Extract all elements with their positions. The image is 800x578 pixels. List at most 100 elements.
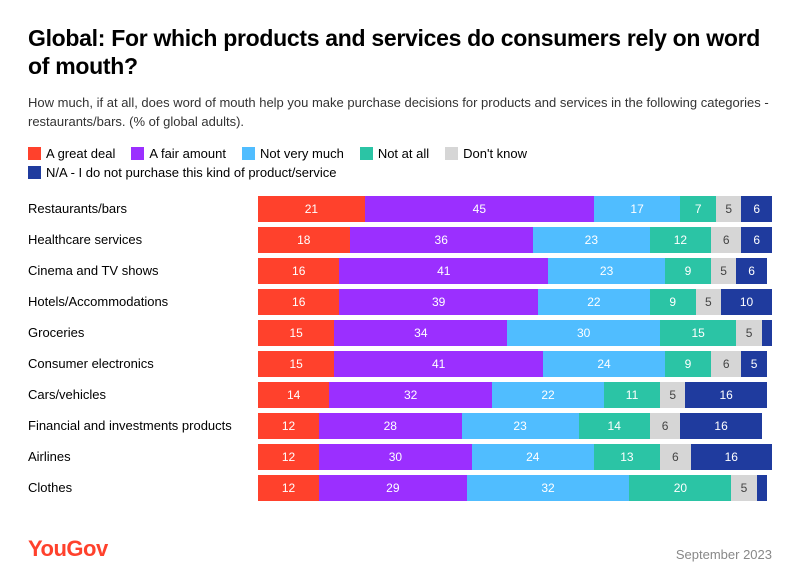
bar-segment: 16 [258,289,339,315]
bar-segment: 5 [696,289,721,315]
legend-swatch [445,147,458,160]
bar-segment: 12 [258,413,319,439]
bar-segment: 17 [594,196,681,222]
bar-track: 153430155 [258,320,772,346]
bar-segment: 22 [492,382,604,408]
bar-segment: 15 [660,320,736,346]
bar-segment: 6 [711,227,742,253]
bar-segment: 12 [258,444,319,470]
bar-track: 12302413616 [258,444,772,470]
footer-date: September 2023 [676,547,772,562]
legend-item: Not very much [242,146,344,161]
bar-segment: 36 [350,227,533,253]
bar-segment: 6 [660,444,691,470]
bar-segment: 23 [548,258,665,284]
legend-label: N/A - I do not purchase this kind of pro… [46,165,336,180]
row-label: Hotels/Accommodations [28,294,258,309]
row-label: Financial and investments products [28,418,258,433]
chart-row: Airlines12302413616 [28,444,772,470]
legend-swatch [242,147,255,160]
legend-label: A fair amount [149,146,226,161]
bar-segment: 5 [716,196,741,222]
chart-row: Healthcare services1836231266 [28,227,772,253]
row-label: Groceries [28,325,258,340]
bar-segment: 5 [711,258,736,284]
chart-row: Cars/vehicles14322211516 [28,382,772,408]
bar-segment: 29 [319,475,467,501]
legend-label: Don't know [463,146,527,161]
legend-item: N/A - I do not purchase this kind of pro… [28,165,336,180]
bar-track: 14322211516 [258,382,772,408]
bar-segment: 30 [507,320,660,346]
bar-track: 122932205 [258,475,772,501]
legend-swatch [360,147,373,160]
chart-subtitle: How much, if at all, does word of mouth … [28,94,772,132]
bar-segment: 30 [319,444,472,470]
chart-row: Financial and investments products122823… [28,413,772,439]
bar-segment: 12 [650,227,711,253]
bar-segment: 39 [339,289,537,315]
bar-segment: 32 [329,382,492,408]
legend-label: Not at all [378,146,429,161]
bar-segment: 9 [665,351,711,377]
bar-segment: 16 [680,413,761,439]
bar-segment: 5 [731,475,756,501]
bar-segment: 32 [467,475,630,501]
bar-segment: 14 [258,382,329,408]
bar-segment: 24 [543,351,665,377]
bar-segment: 6 [711,351,742,377]
row-label: Airlines [28,449,258,464]
legend-swatch [28,166,41,179]
bar-segment: 5 [660,382,685,408]
bar-segment: 22 [538,289,650,315]
bar-segment: 45 [365,196,594,222]
bar-track: 1639229510 [258,289,772,315]
chart-row: Groceries153430155 [28,320,772,346]
bar-segment [757,475,767,501]
bar-track: 1836231266 [258,227,772,253]
legend-swatch [28,147,41,160]
bar-segment: 23 [533,227,650,253]
bar-segment: 41 [339,258,548,284]
legend-swatch [131,147,144,160]
chart-title: Global: For which products and services … [28,24,772,80]
bar-segment: 15 [258,320,334,346]
chart-row: Consumer electronics154124965 [28,351,772,377]
bar-segment: 5 [741,351,766,377]
bar-segment: 28 [319,413,461,439]
bar-segment [762,320,772,346]
row-label: Consumer electronics [28,356,258,371]
yougov-logo: YouGov [28,536,108,562]
legend-item: A fair amount [131,146,226,161]
bar-chart: Restaurants/bars214517756Healthcare serv… [28,196,772,501]
row-label: Cinema and TV shows [28,263,258,278]
legend-item: A great deal [28,146,115,161]
bar-track: 154124965 [258,351,772,377]
bar-segment: 10 [721,289,772,315]
bar-track: 12282314616 [258,413,772,439]
bar-segment: 6 [741,196,772,222]
chart-row: Hotels/Accommodations1639229510 [28,289,772,315]
bar-track: 164123956 [258,258,772,284]
bar-segment: 23 [462,413,579,439]
bar-segment: 16 [691,444,772,470]
bar-segment: 14 [579,413,650,439]
row-label: Cars/vehicles [28,387,258,402]
legend-item: Not at all [360,146,429,161]
bar-segment: 15 [258,351,334,377]
bar-segment: 7 [680,196,716,222]
bar-segment: 24 [472,444,594,470]
row-label: Clothes [28,480,258,495]
legend-label: A great deal [46,146,115,161]
bar-segment: 12 [258,475,319,501]
bar-segment: 9 [650,289,696,315]
legend-label: Not very much [260,146,344,161]
chart-row: Restaurants/bars214517756 [28,196,772,222]
bar-segment: 9 [665,258,711,284]
footer: YouGov September 2023 [28,536,772,562]
chart-row: Cinema and TV shows164123956 [28,258,772,284]
bar-segment: 13 [594,444,660,470]
bar-track: 214517756 [258,196,772,222]
bar-segment: 34 [334,320,507,346]
bar-segment: 18 [258,227,350,253]
